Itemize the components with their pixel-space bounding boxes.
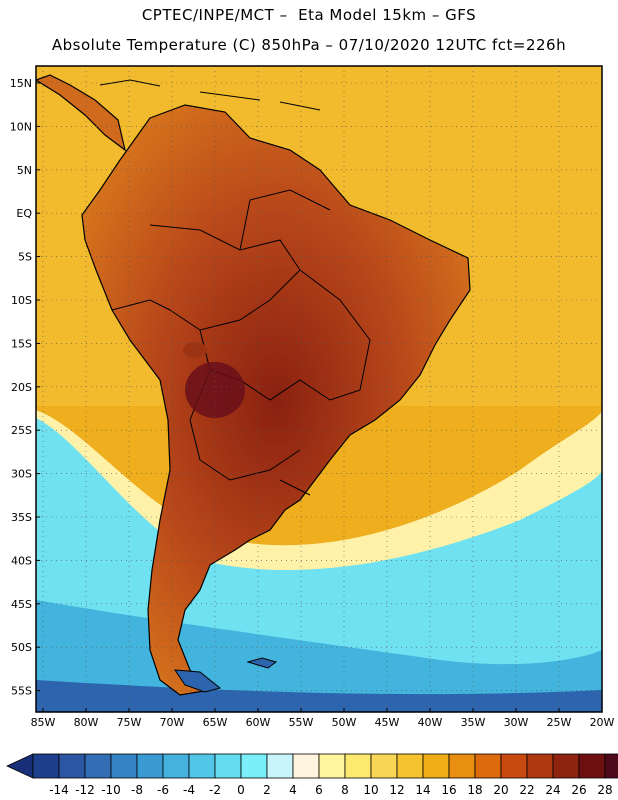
lat-label: 25S <box>11 424 32 437</box>
colorbar-label: 18 <box>467 783 482 797</box>
caribbean-islands <box>99 79 321 111</box>
central-america <box>36 74 126 152</box>
latitude-labels: 15N 10N 5N EQ 5S 10S 15S 20S 25S 30S 35S 40S 45S 50S 5… <box>10 77 40 698</box>
colorbar-swatch <box>84 753 112 779</box>
lat-label: 20S <box>11 381 32 394</box>
colorbar-swatch <box>552 753 580 779</box>
colorbar-swatch <box>344 753 372 779</box>
lat-label: EQ <box>16 207 32 220</box>
colorbar-swatch <box>474 753 502 779</box>
lon-label: 75W <box>117 716 142 729</box>
colorbar-swatch <box>318 753 346 779</box>
colorbar-label: -6 <box>157 783 169 797</box>
south-america-landmass <box>81 104 471 696</box>
colorbar-swatch <box>162 753 190 779</box>
lon-label: 40W <box>418 716 443 729</box>
colorbar-label: -2 <box>209 783 221 797</box>
hot-core-chaco <box>185 362 245 418</box>
title-model: CPTEC/INPE/MCT – Eta Model 15km – GFS <box>141 6 477 24</box>
tierra-del-fuego <box>174 669 222 693</box>
colorbar-swatch <box>604 753 618 779</box>
longitude-labels: 85W 80W 75W 70W 65W 60W 55W 50W 45W 40W 35W 30W 25W 2… <box>31 708 615 729</box>
lat-label: 55S <box>11 685 32 698</box>
lon-label: 85W <box>31 716 56 729</box>
lon-label: 20W <box>590 716 615 729</box>
lat-label: 45S <box>11 598 32 611</box>
lon-label: 50W <box>332 716 357 729</box>
colorbar-swatch <box>110 753 138 779</box>
lat-label: 5S <box>18 251 32 264</box>
lat-label: 15S <box>11 337 32 350</box>
colorbar-label: 28 <box>597 783 612 797</box>
lat-label: 40S <box>11 554 32 567</box>
colorbar-swatch <box>292 753 320 779</box>
colorbar-swatch <box>422 753 450 779</box>
lon-label: 80W <box>74 716 99 729</box>
colorbar-label: 0 <box>237 783 245 797</box>
colorbar-swatch <box>188 753 216 779</box>
colorbar-label: 16 <box>441 783 456 797</box>
colorbar-swatch <box>32 753 60 779</box>
colorbar-label: 12 <box>389 783 404 797</box>
colorbar-swatch <box>136 753 164 779</box>
colorbar-label: 26 <box>571 783 586 797</box>
colorbar-label: 20 <box>493 783 508 797</box>
colorbar-swatch <box>58 753 86 779</box>
colorbar-swatch <box>396 753 424 779</box>
lat-label: 5N <box>17 164 32 177</box>
lat-label: 50S <box>11 641 32 654</box>
colorbar-low-arrow <box>6 753 34 779</box>
lon-label: 60W <box>246 716 271 729</box>
colorbar-label: 6 <box>315 783 323 797</box>
title-field: Absolute Temperature (C) 850hPa – 07/10/… <box>51 36 567 54</box>
lat-label: 30S <box>11 468 32 481</box>
lon-label: 45W <box>375 716 400 729</box>
colorbar-swatch <box>578 753 606 779</box>
lon-label: 35W <box>461 716 486 729</box>
colorbar-swatch <box>266 753 294 779</box>
lon-label: 70W <box>160 716 185 729</box>
colorbar-label: -10 <box>101 783 121 797</box>
lat-label: 10N <box>10 120 32 133</box>
colorbar-label: -4 <box>183 783 195 797</box>
lake-titicaca-area <box>183 342 207 358</box>
lon-label: 55W <box>289 716 314 729</box>
colorbar-label: -8 <box>131 783 143 797</box>
colorbar-label: 24 <box>545 783 560 797</box>
lon-label: 30W <box>504 716 529 729</box>
colorbar-swatch <box>240 753 268 779</box>
colorbar-label: 8 <box>341 783 349 797</box>
colorbar-label: 4 <box>289 783 297 797</box>
lon-label: 25W <box>547 716 572 729</box>
falkland-islands <box>246 657 278 669</box>
country-borders <box>111 189 371 496</box>
lat-label: 15N <box>10 77 32 90</box>
colorbar-swatch <box>370 753 398 779</box>
lat-label: 35S <box>11 511 32 524</box>
colorbar-label: -12 <box>75 783 95 797</box>
colorbar-label: 22 <box>519 783 534 797</box>
colorbar-swatch <box>500 753 528 779</box>
colorbar-swatch <box>448 753 476 779</box>
colorbar-label: 2 <box>263 783 271 797</box>
lon-label: 65W <box>203 716 228 729</box>
colorbar-label: 10 <box>363 783 378 797</box>
lat-label: 10S <box>11 294 32 307</box>
colorbar-swatch <box>214 753 242 779</box>
map-frame <box>35 65 603 713</box>
colorbar-label: -14 <box>49 783 69 797</box>
colorbar-label: 14 <box>415 783 430 797</box>
colorbar-swatch <box>526 753 554 779</box>
